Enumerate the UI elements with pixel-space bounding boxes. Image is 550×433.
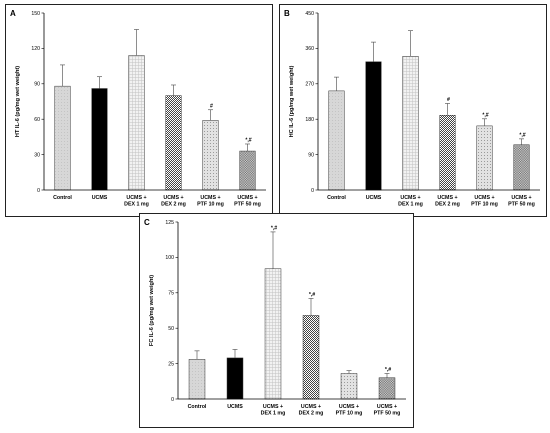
panel-label: A [10, 9, 16, 18]
y-tick-label: 100 [165, 255, 174, 261]
x-category-label: DEX 2 mg [435, 202, 460, 208]
x-category-label: UCMS + [474, 195, 494, 201]
x-category-label: UCMS [366, 195, 382, 201]
bar [226, 357, 244, 400]
bar [340, 373, 358, 400]
significance-label: *,# [385, 367, 391, 373]
chart-panel-b: B HC IL-6 (pg/mg wet weight) 0 90 180 270 360 4… [279, 4, 547, 217]
significance-label: *,# [519, 132, 525, 138]
x-category-label: UCMS [227, 404, 243, 410]
x-category-label: UCMS + [126, 195, 146, 201]
x-category-label: DEX 1 mg [261, 411, 286, 417]
bar [328, 90, 345, 191]
y-tick-label: 0 [171, 397, 174, 403]
y-tick-label: 75 [168, 291, 174, 297]
significance-label: *,# [482, 112, 488, 118]
x-category-label: UCMS + [339, 404, 359, 410]
y-tick-label: 125 [165, 220, 174, 226]
x-category-label: UCMS + [301, 404, 321, 410]
x-category-label: PTF 50 mg [508, 202, 535, 208]
x-category-label: UCMS + [263, 404, 283, 410]
bar [54, 85, 71, 191]
x-category-label: DEX 1 mg [124, 202, 149, 208]
x-category-label: UCMS + [200, 195, 220, 201]
significance-label: *,# [271, 225, 277, 231]
y-tick-label: 270 [305, 82, 314, 88]
x-category-label: Control [327, 195, 346, 201]
bar [378, 377, 396, 400]
bar [202, 120, 219, 191]
x-category-label: Control [53, 195, 72, 201]
bar [264, 268, 282, 400]
x-category-label: UCMS + [400, 195, 420, 201]
bar [302, 315, 320, 400]
significance-label: *,# [309, 292, 315, 298]
y-tick-label: 0 [311, 188, 314, 194]
y-tick-label: 90 [34, 82, 40, 88]
y-axis-label: FC IL-6 (pg/mg wet weight) [149, 275, 155, 346]
panel-label: B [284, 9, 290, 18]
panel-label: C [144, 218, 150, 227]
y-tick-label: 360 [305, 46, 314, 52]
bar [188, 359, 206, 400]
x-category-label: Control [188, 404, 207, 410]
chart-panel-c: C FC IL-6 (pg/mg wet weight) 0 25 50 75 100 125… [139, 213, 414, 428]
x-category-label: UCMS + [163, 195, 183, 201]
bar [91, 88, 108, 191]
x-category-label: UCMS + [511, 195, 531, 201]
y-tick-label: 150 [31, 11, 40, 17]
y-tick-label: 30 [34, 152, 40, 158]
bar [128, 55, 145, 191]
x-category-label: PTF 50 mg [374, 411, 401, 417]
significance-label: # [210, 103, 213, 109]
y-tick-label: 50 [168, 326, 174, 332]
y-tick-label: 450 [305, 11, 314, 17]
y-tick-label: 25 [168, 361, 174, 367]
bar [365, 61, 382, 191]
x-category-label: DEX 2 mg [299, 411, 324, 417]
bar [439, 115, 456, 191]
x-category-label: PTF 10 mg [471, 202, 498, 208]
y-axis-label: HT IL-6 (pg/mg wet weight) [15, 66, 21, 137]
y-tick-label: 90 [308, 152, 314, 158]
x-category-label: UCMS + [437, 195, 457, 201]
chart-panel-a: A HT IL-6 (pg/mg wet weight) 0 30 60 90 120 150… [5, 4, 273, 217]
chart-b-svg: B HC IL-6 (pg/mg wet weight) 0 90 180 270 360 4… [284, 9, 540, 208]
bar [402, 56, 419, 191]
y-tick-label: 180 [305, 117, 314, 123]
bar [513, 144, 530, 191]
x-category-label: PTF 10 mg [197, 202, 224, 208]
significance-label: # [447, 97, 450, 103]
significance-label: *,# [245, 137, 251, 143]
x-category-label: UCMS + [377, 404, 397, 410]
x-category-label: PTF 50 mg [234, 202, 261, 208]
y-axis-label: HC IL-6 (pg/mg wet weight) [289, 65, 295, 137]
bar [476, 125, 493, 191]
bar [239, 150, 256, 191]
chart-a-svg: A HT IL-6 (pg/mg wet weight) 0 30 60 90 120 150… [10, 9, 266, 208]
y-tick-label: 0 [37, 188, 40, 194]
x-category-label: PTF 10 mg [336, 411, 363, 417]
x-category-label: UCMS [92, 195, 108, 201]
chart-c-svg: C FC IL-6 (pg/mg wet weight) 0 25 50 75 100 125… [144, 218, 406, 417]
bar [165, 95, 182, 191]
y-tick-label: 60 [34, 117, 40, 123]
x-category-label: DEX 2 mg [161, 202, 186, 208]
y-tick-label: 120 [31, 46, 40, 52]
x-category-label: UCMS + [237, 195, 257, 201]
x-category-label: DEX 1 mg [398, 202, 423, 208]
